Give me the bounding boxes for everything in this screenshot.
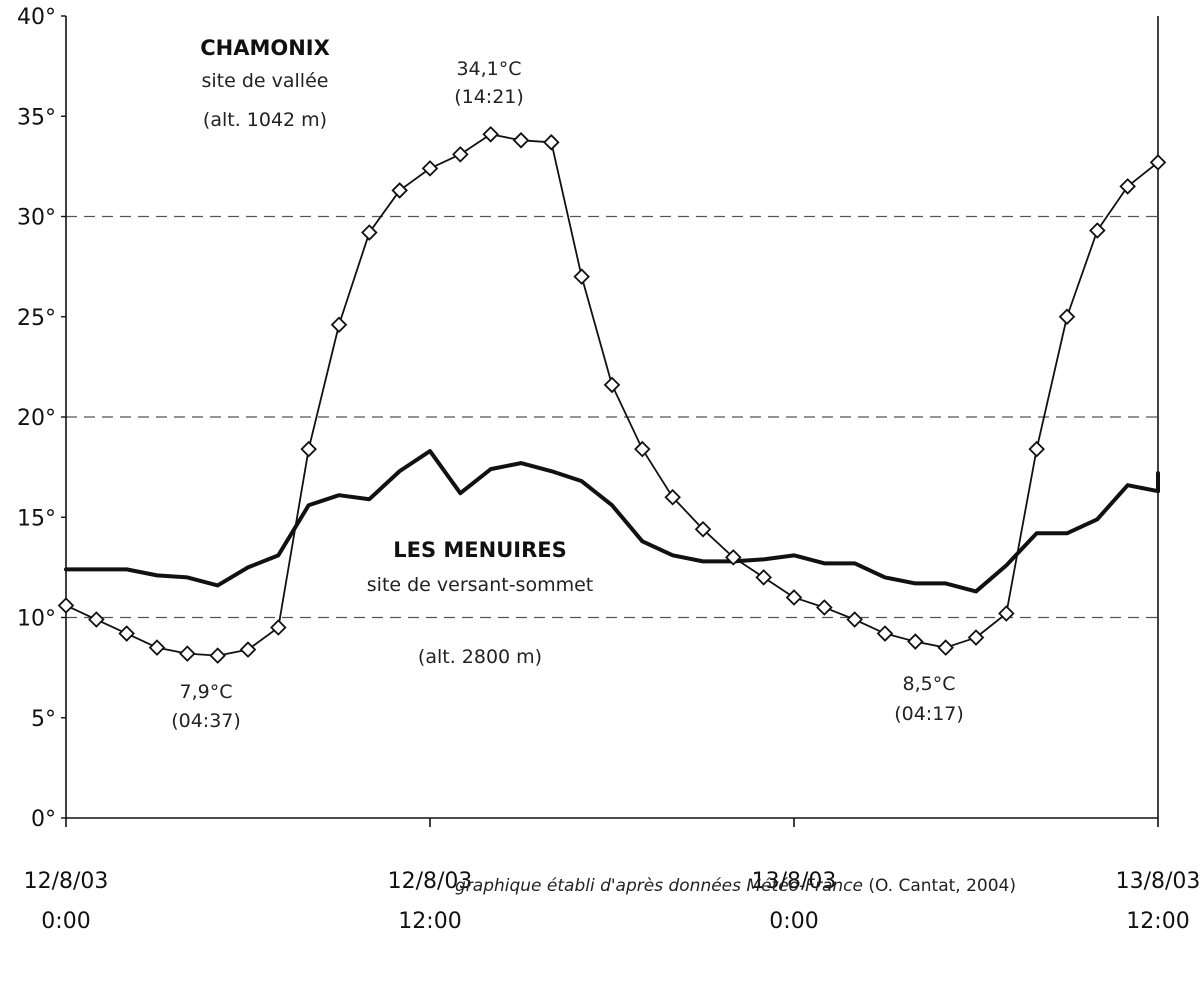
y-tick-label: 0° [31, 807, 56, 832]
chamonix-point [603, 376, 621, 394]
y-tick-label: 30° [17, 206, 56, 231]
menuires-subtitle: site de versant-sommet [367, 574, 593, 596]
chamonix-point [967, 629, 985, 646]
chamonix-point [573, 268, 590, 285]
chamonix-point [1149, 154, 1167, 171]
annotation-min1-time: (04:37) [171, 710, 241, 732]
y-tick-label: 35° [17, 105, 56, 130]
chamonix-point [148, 639, 166, 656]
source-italic: graphique établi d'après données Météo-F… [455, 876, 863, 896]
x-tick-date: 12/8/03 [388, 869, 473, 894]
chamonix-point [543, 134, 560, 151]
chamonix-point [88, 611, 105, 628]
chamonix-point [998, 605, 1015, 622]
menuires-title: LES MENUIRES [393, 538, 567, 562]
chamonix-point [270, 619, 287, 636]
y-tick-label: 40° [17, 5, 56, 30]
y-tick-label: 20° [17, 406, 56, 431]
annotation-max-time: (14:21) [454, 86, 524, 108]
source-caption: graphique établi d'après données Météo-F… [455, 876, 1016, 896]
axes [61, 15, 1159, 827]
chamonix-point [452, 146, 469, 163]
y-tick-label: 25° [17, 306, 56, 331]
y-axis-tick-labels: 0° 5° 10° 15° 20° 25° 30° 35° 40° [17, 5, 56, 832]
chamonix-point [937, 639, 954, 656]
chamonix-point [1119, 178, 1136, 195]
chamonix-point [816, 599, 833, 616]
series-les-menuires [64, 449, 1160, 594]
source-plain: (O. Cantat, 2004) [862, 876, 1017, 896]
x-axis-tick-labels: 12/8/03 0:00 12/8/03 12:00 13/8/03 0:00 13/8/0… [24, 869, 1200, 934]
annotation-min2-value: 8,5°C [903, 673, 956, 695]
x-tick-date: 13/8/03 [752, 869, 837, 894]
x-tick-date: 13/8/03 [1116, 869, 1200, 894]
x-tick-time: 12:00 [1126, 909, 1189, 934]
annotation-max-value: 34,1°C [456, 58, 521, 80]
chamonix-point [391, 182, 408, 199]
chamonix-point [300, 440, 317, 458]
chamonix-point [755, 569, 772, 586]
chamonix-point [118, 625, 135, 642]
chamonix-point [664, 488, 681, 506]
chamonix-point [57, 597, 75, 614]
les-menuires-line [64, 449, 1160, 594]
chamonix-altitude: (alt. 1042 m) [203, 109, 327, 131]
chamonix-point [634, 440, 651, 458]
y-tick-label: 15° [17, 506, 56, 531]
grid-lines [66, 215, 1158, 619]
chamonix-point [1028, 440, 1045, 458]
chamonix-point [846, 611, 863, 628]
y-tick-label: 10° [17, 607, 56, 632]
chamonix-point [1089, 222, 1106, 239]
x-tick-time: 12:00 [398, 909, 461, 934]
x-tick-time: 0:00 [769, 909, 818, 934]
chamonix-point [1058, 308, 1076, 326]
x-tick-date: 12/8/03 [24, 869, 109, 894]
annotation-min2-time: (04:17) [894, 703, 964, 725]
chamonix-point [876, 625, 894, 642]
x-tick-time: 0:00 [41, 909, 90, 934]
menuires-altitude: (alt. 2800 m) [418, 646, 542, 668]
annotation-min1-value: 7,9°C [180, 681, 233, 703]
chamonix-point [725, 549, 742, 566]
chamonix-point [239, 641, 257, 658]
chamonix-point [694, 521, 712, 538]
chamonix-point [209, 647, 226, 664]
chamonix-point [512, 132, 530, 149]
chamonix-point [907, 633, 924, 650]
chamonix-subtitle: site de vallée [202, 70, 329, 92]
chamonix-point [330, 316, 348, 334]
chamonix-title: CHAMONIX [200, 36, 330, 60]
chamonix-point [361, 224, 378, 241]
chamonix-point [482, 126, 499, 143]
y-tick-label: 5° [31, 707, 56, 732]
chamonix-point [421, 160, 439, 177]
chamonix-point [179, 645, 196, 662]
chamonix-point [785, 589, 803, 606]
series-chamonix [57, 126, 1167, 664]
